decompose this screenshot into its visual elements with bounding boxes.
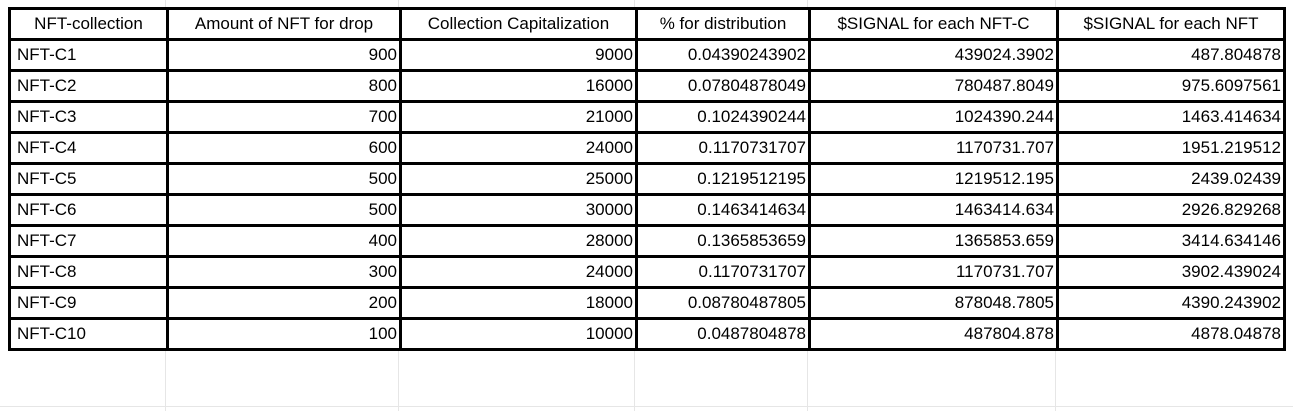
- table-row: NFT-C6 500 30000 0.1463414634 1463414.63…: [8, 193, 1286, 227]
- cell-signal-collection[interactable]: 780487.8049: [808, 69, 1059, 103]
- table-row: NFT-C5 500 25000 0.1219512195 1219512.19…: [8, 162, 1286, 196]
- cell-signal-collection[interactable]: 1024390.244: [808, 100, 1059, 134]
- header-row: NFT-collection Amount of NFT for drop Co…: [8, 7, 1286, 41]
- cell-distribution[interactable]: 0.1024390244: [635, 100, 811, 134]
- cell-signal-collection[interactable]: 1219512.195: [808, 162, 1059, 196]
- cell-signal-collection[interactable]: 439024.3902: [808, 38, 1059, 72]
- cell-signal-collection[interactable]: 1365853.659: [808, 224, 1059, 258]
- cell-amount[interactable]: 400: [166, 224, 402, 258]
- cell-signal-nft[interactable]: 4390.243902: [1056, 286, 1286, 320]
- cell-signal-nft[interactable]: 3414.634146: [1056, 224, 1286, 258]
- header-cell-percent-for-distribution[interactable]: % for distribution: [635, 7, 811, 41]
- nft-distribution-table: NFT-collection Amount of NFT for drop Co…: [8, 7, 1286, 351]
- cell-amount[interactable]: 500: [166, 193, 402, 227]
- cell-distribution[interactable]: 0.0487804878: [635, 317, 811, 351]
- cell-signal-collection[interactable]: 487804.878: [808, 317, 1059, 351]
- cell-capitalization[interactable]: 30000: [399, 193, 638, 227]
- cell-distribution[interactable]: 0.1170731707: [635, 255, 811, 289]
- table-row: NFT-C1 900 9000 0.04390243902 439024.390…: [8, 38, 1286, 72]
- cell-distribution[interactable]: 0.1463414634: [635, 193, 811, 227]
- cell-signal-collection[interactable]: 1463414.634: [808, 193, 1059, 227]
- cell-signal-collection[interactable]: 1170731.707: [808, 255, 1059, 289]
- cell-collection[interactable]: NFT-C8: [8, 255, 169, 289]
- cell-capitalization[interactable]: 24000: [399, 131, 638, 165]
- cell-amount[interactable]: 600: [166, 131, 402, 165]
- header-cell-collection-capitalization[interactable]: Collection Capitalization: [399, 7, 638, 41]
- cell-collection[interactable]: NFT-C3: [8, 100, 169, 134]
- cell-collection[interactable]: NFT-C1: [8, 38, 169, 72]
- cell-signal-collection[interactable]: 878048.7805: [808, 286, 1059, 320]
- table-row: NFT-C3 700 21000 0.1024390244 1024390.24…: [8, 100, 1286, 134]
- cell-collection[interactable]: NFT-C5: [8, 162, 169, 196]
- table-row: NFT-C8 300 24000 0.1170731707 1170731.70…: [8, 255, 1286, 289]
- cell-signal-nft[interactable]: 2926.829268: [1056, 193, 1286, 227]
- cell-collection[interactable]: NFT-C10: [8, 317, 169, 351]
- cell-amount[interactable]: 500: [166, 162, 402, 196]
- cell-amount[interactable]: 900: [166, 38, 402, 72]
- cell-capitalization[interactable]: 9000: [399, 38, 638, 72]
- header-cell-signal-each-nft[interactable]: $SIGNAL for each NFT: [1056, 7, 1286, 41]
- cell-capitalization[interactable]: 18000: [399, 286, 638, 320]
- cell-signal-nft[interactable]: 1951.219512: [1056, 131, 1286, 165]
- cell-capitalization[interactable]: 28000: [399, 224, 638, 258]
- cell-collection[interactable]: NFT-C4: [8, 131, 169, 165]
- header-cell-signal-each-nft-c[interactable]: $SIGNAL for each NFT-C: [808, 7, 1059, 41]
- table-row: NFT-C7 400 28000 0.1365853659 1365853.65…: [8, 224, 1286, 258]
- table-row: NFT-C2 800 16000 0.07804878049 780487.80…: [8, 69, 1286, 103]
- cell-collection[interactable]: NFT-C9: [8, 286, 169, 320]
- table-row: NFT-C4 600 24000 0.1170731707 1170731.70…: [8, 131, 1286, 165]
- cell-distribution[interactable]: 0.1219512195: [635, 162, 811, 196]
- cell-distribution[interactable]: 0.1365853659: [635, 224, 811, 258]
- table-row: NFT-C10 100 10000 0.0487804878 487804.87…: [8, 317, 1286, 351]
- cell-collection[interactable]: NFT-C7: [8, 224, 169, 258]
- cell-capitalization[interactable]: 25000: [399, 162, 638, 196]
- cell-distribution[interactable]: 0.04390243902: [635, 38, 811, 72]
- cell-distribution[interactable]: 0.1170731707: [635, 131, 811, 165]
- cell-signal-nft[interactable]: 4878.04878: [1056, 317, 1286, 351]
- cell-amount[interactable]: 700: [166, 100, 402, 134]
- cell-amount[interactable]: 800: [166, 69, 402, 103]
- cell-signal-nft[interactable]: 3902.439024: [1056, 255, 1286, 289]
- table-row: NFT-C9 200 18000 0.08780487805 878048.78…: [8, 286, 1286, 320]
- cell-amount[interactable]: 200: [166, 286, 402, 320]
- cell-amount[interactable]: 300: [166, 255, 402, 289]
- cell-distribution[interactable]: 0.08780487805: [635, 286, 811, 320]
- cell-capitalization[interactable]: 16000: [399, 69, 638, 103]
- cell-signal-nft[interactable]: 1463.414634: [1056, 100, 1286, 134]
- cell-capitalization[interactable]: 10000: [399, 317, 638, 351]
- cell-signal-collection[interactable]: 1170731.707: [808, 131, 1059, 165]
- header-cell-nft-collection[interactable]: NFT-collection: [8, 7, 169, 41]
- cell-signal-nft[interactable]: 2439.02439: [1056, 162, 1286, 196]
- cell-capitalization[interactable]: 24000: [399, 255, 638, 289]
- header-cell-amount-for-drop[interactable]: Amount of NFT for drop: [166, 7, 402, 41]
- gridline: [0, 406, 1293, 407]
- cell-amount[interactable]: 100: [166, 317, 402, 351]
- cell-collection[interactable]: NFT-C6: [8, 193, 169, 227]
- cell-signal-nft[interactable]: 487.804878: [1056, 38, 1286, 72]
- cell-collection[interactable]: NFT-C2: [8, 69, 169, 103]
- cell-distribution[interactable]: 0.07804878049: [635, 69, 811, 103]
- cell-capitalization[interactable]: 21000: [399, 100, 638, 134]
- cell-signal-nft[interactable]: 975.6097561: [1056, 69, 1286, 103]
